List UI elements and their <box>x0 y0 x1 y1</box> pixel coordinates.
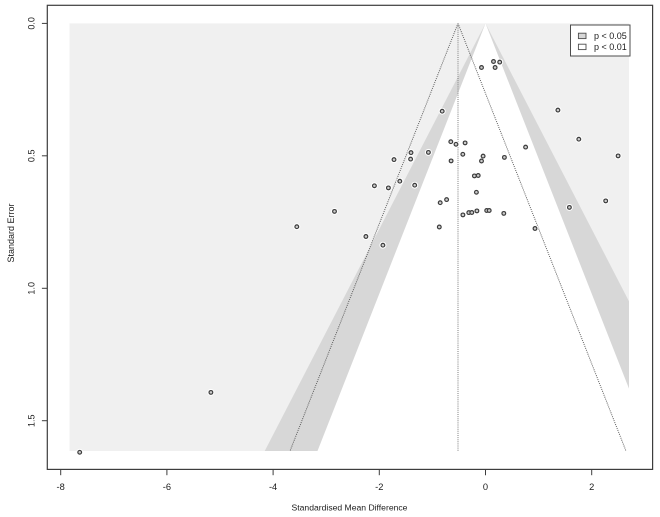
svg-text:0: 0 <box>483 482 488 492</box>
svg-text:0.0: 0.0 <box>27 17 37 30</box>
svg-text:1.5: 1.5 <box>27 414 37 427</box>
svg-text:-4: -4 <box>269 482 277 492</box>
svg-text:2: 2 <box>589 482 594 492</box>
svg-text:Standard Error: Standard Error <box>6 203 16 262</box>
svg-text:1.0: 1.0 <box>27 282 37 295</box>
svg-text:-6: -6 <box>163 482 171 492</box>
svg-text:p < 0.05: p < 0.05 <box>594 31 627 41</box>
svg-text:-2: -2 <box>375 482 383 492</box>
svg-text:Standardised Mean Difference: Standardised Mean Difference <box>292 503 408 513</box>
svg-text:p < 0.01: p < 0.01 <box>594 42 627 52</box>
svg-text:-8: -8 <box>57 482 65 492</box>
svg-text:0.5: 0.5 <box>27 150 37 163</box>
